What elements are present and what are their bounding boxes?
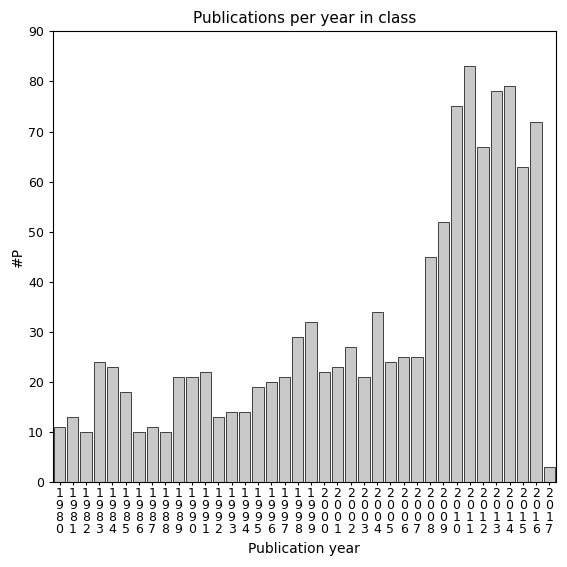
Bar	[226, 412, 237, 482]
Bar	[398, 357, 409, 482]
Bar	[411, 357, 422, 482]
Bar	[279, 376, 290, 482]
Bar	[464, 66, 476, 482]
Y-axis label: #P: #P	[11, 247, 25, 266]
Bar	[173, 376, 184, 482]
Bar	[504, 87, 515, 482]
Bar	[266, 382, 277, 482]
Bar	[544, 467, 555, 482]
Bar	[332, 367, 343, 482]
Bar	[292, 337, 303, 482]
Bar	[425, 257, 436, 482]
Bar	[530, 121, 541, 482]
Bar	[319, 372, 330, 482]
Bar	[438, 222, 449, 482]
Bar	[477, 146, 489, 482]
Bar	[81, 431, 92, 482]
Bar	[345, 346, 356, 482]
Bar	[252, 387, 264, 482]
Bar	[213, 417, 224, 482]
Bar	[146, 427, 158, 482]
Bar	[451, 107, 462, 482]
Bar	[239, 412, 251, 482]
Bar	[517, 167, 528, 482]
Bar	[306, 321, 316, 482]
Bar	[385, 362, 396, 482]
Title: Publications per year in class: Publications per year in class	[193, 11, 416, 26]
Bar	[358, 376, 370, 482]
Bar	[107, 367, 118, 482]
Bar	[120, 392, 132, 482]
Bar	[94, 362, 105, 482]
Bar	[54, 427, 65, 482]
Bar	[200, 372, 211, 482]
Bar	[160, 431, 171, 482]
Bar	[187, 376, 197, 482]
Bar	[371, 312, 383, 482]
X-axis label: Publication year: Publication year	[248, 542, 361, 556]
Bar	[133, 431, 145, 482]
Bar	[67, 417, 78, 482]
Bar	[490, 91, 502, 482]
